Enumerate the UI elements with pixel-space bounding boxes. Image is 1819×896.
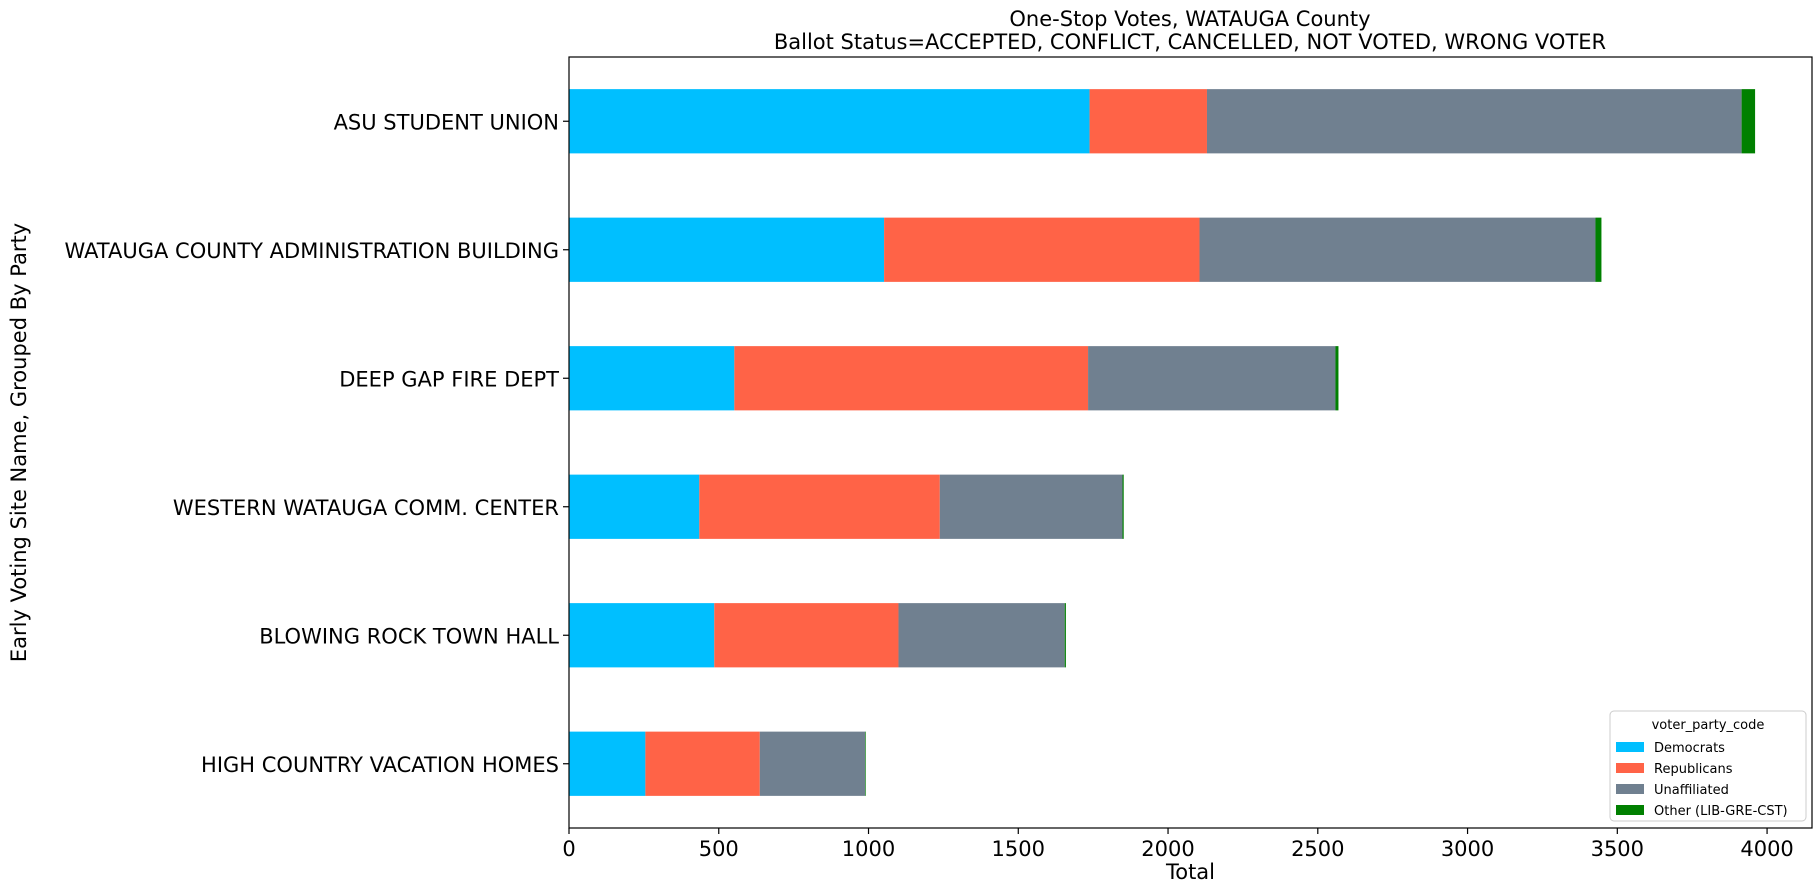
y-tick-label: WESTERN WATAUGA COMM. CENTER [173,496,559,520]
x-tick-label: 1000 [842,837,895,861]
bar-segment [569,603,715,668]
bar-segment [1199,217,1596,282]
legend-swatch [1616,805,1644,815]
bar-segment [1335,346,1339,411]
y-axis-label: Early Voting Site Name, Grouped By Party [7,223,31,662]
y-tick-label: HIGH COUNTRY VACATION HOMES [201,753,559,777]
bar-segment [569,474,700,539]
legend-entry-label: Republicans [1654,762,1733,777]
legend-swatch [1616,763,1644,773]
bar-segment [865,731,866,796]
x-tick-label: 2000 [1141,837,1194,861]
bar-segment [1595,217,1602,282]
bar-segment [569,89,1090,154]
x-tick-label: 3000 [1441,837,1494,861]
x-tick-label: 4000 [1740,837,1793,861]
x-tick-label: 500 [699,837,739,861]
legend: voter_party_code Democrats Republicans Unaf… [1609,710,1807,822]
bar-segment [569,217,885,282]
bar-segment [898,603,1065,668]
y-tick-label: ASU STUDENT UNION [334,110,559,134]
x-tick-label: 2500 [1291,837,1344,861]
legend-box [1609,710,1807,822]
x-tick-label: 3500 [1591,837,1644,861]
chart-subtitle: Ballot Status=ACCEPTED, CONFLICT, CANCEL… [774,30,1606,54]
bar-segment [569,346,735,411]
x-axis-label: Total [1165,860,1215,884]
bar-segment [1741,89,1756,154]
legend-entry-label: Unaffiliated [1654,783,1729,798]
x-tick-label: 1500 [992,837,1045,861]
bar-segment [759,731,866,796]
bar-segment [1089,89,1207,154]
bar-segment [1064,603,1066,668]
legend-title: voter_party_code [1652,718,1765,733]
y-tick-label: BLOWING ROCK TOWN HALL [259,624,559,648]
bar-segment [714,603,899,668]
x-axis-ticks: 0 500 1000 1500 2000 2500 3000 3500 4000 [562,828,1794,861]
legend-swatch [1616,784,1644,794]
bar-segment [645,731,760,796]
bar-segment [734,346,1089,411]
y-tick-label: DEEP GAP FIRE DEPT [339,367,559,391]
chart-title: One-Stop Votes, WATAUGA County [1009,7,1370,31]
bar-segment [939,474,1123,539]
bar-segment [1088,346,1336,411]
legend-swatch [1616,742,1644,752]
legend-entry-label: Democrats [1654,741,1725,756]
y-axis-ticks: ASU STUDENT UNION WATAUGA COUNTY ADMINIST… [64,110,569,777]
x-tick-label: 0 [562,837,575,861]
bars-group [569,89,1756,796]
bar-segment [1206,89,1742,154]
bar-segment [569,731,646,796]
legend-entry-label: Other (LIB-GRE-CST) [1654,804,1788,819]
bar-segment [1122,474,1124,539]
plot-frame [568,56,1813,829]
bar-segment [884,217,1200,282]
bar-segment [699,474,940,539]
y-tick-label: WATAUGA COUNTY ADMINISTRATION BUILDING [64,239,559,263]
